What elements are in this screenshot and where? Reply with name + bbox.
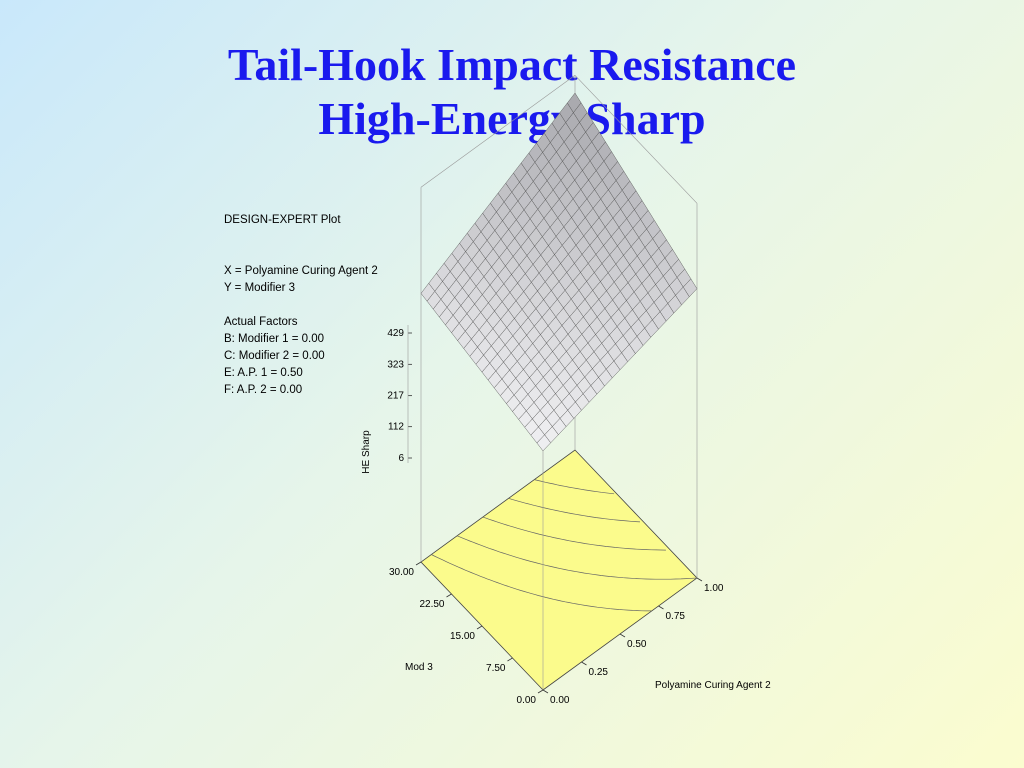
contour-floor-fill [420, 449, 698, 691]
factor-b: B: Modifier 1 = 0.00 [224, 333, 325, 345]
y-axis-title: Mod 3 [405, 662, 433, 673]
contour-line-1 [456, 535, 698, 580]
x-tick-mark-4 [696, 577, 703, 582]
z-tick-label-2: 217 [387, 391, 404, 402]
slide-title: Tail-Hook Impact Resistance High-Energy … [0, 38, 1024, 146]
y-tick-mark-1 [507, 657, 513, 662]
box-top-edge-back-right [574, 75, 698, 204]
x-tick-label-4: 1.00 [704, 583, 724, 594]
x-definition: X = Polyamine Curing Agent 2 [224, 265, 378, 277]
x-tick-label-0: 0.00 [550, 695, 570, 706]
plot-info-heading: DESIGN-EXPERT Plot [224, 214, 341, 226]
factor-c: C: Modifier 2 = 0.00 [224, 350, 325, 362]
x-tick-label-2: 0.50 [627, 639, 647, 650]
contour-line-0 [431, 554, 652, 612]
y-tick-mark-3 [446, 593, 452, 598]
response-surface [420, 92, 698, 452]
z-tick-label-4: 429 [387, 328, 404, 339]
box-top-edge-back-left [420, 75, 576, 188]
x-tick-label-3: 0.75 [666, 611, 686, 622]
x-axis-title: Polyamine Curing Agent 2 [655, 680, 771, 691]
z-tick-label-3: 323 [387, 359, 404, 370]
y-tick-label-4: 30.00 [389, 567, 414, 578]
y-tick-label-2: 15.00 [450, 631, 475, 642]
y-tick-mark-4 [415, 561, 422, 566]
contour-line-4 [534, 479, 615, 495]
contour-floor [420, 449, 698, 691]
x-tick-label-1: 0.25 [589, 667, 609, 678]
plot-info-panel: DESIGN-EXPERT Plot X = Polyamine Curing … [224, 212, 378, 399]
surface-cell-399 [536, 434, 551, 452]
y-tick-label-3: 22.50 [419, 599, 444, 610]
x-tick-mark-3 [658, 605, 664, 610]
z-tick-label-0: 6 [398, 453, 404, 464]
actual-factors-heading: Actual Factors [224, 316, 298, 328]
x-tick-mark-2 [619, 633, 626, 638]
axis-labels: 6 112 217 323 429 0.00 0.25 0.50 0.75 1.00 0.00 7.5… [361, 328, 771, 706]
x-tick-mark-1 [581, 661, 587, 666]
y-tick-label-0: 0.00 [517, 695, 537, 706]
title-line-2: High-Energy Sharp [318, 93, 706, 144]
z-axis-title: HE Sharp [361, 430, 372, 474]
x-tick-mark-0 [542, 689, 549, 694]
y-tick-mark-0 [537, 689, 544, 694]
contour-line-3 [508, 497, 641, 523]
y-tick-label-1: 7.50 [486, 663, 506, 674]
contour-line-2 [482, 516, 666, 551]
factor-f: F: A.P. 2 = 0.00 [224, 384, 303, 396]
factor-e: E: A.P. 1 = 0.50 [224, 367, 303, 379]
title-line-1: Tail-Hook Impact Resistance [227, 39, 797, 90]
y-definition: Y = Modifier 3 [224, 282, 296, 294]
z-tick-label-1: 112 [388, 422, 404, 433]
y-tick-mark-2 [476, 625, 483, 630]
